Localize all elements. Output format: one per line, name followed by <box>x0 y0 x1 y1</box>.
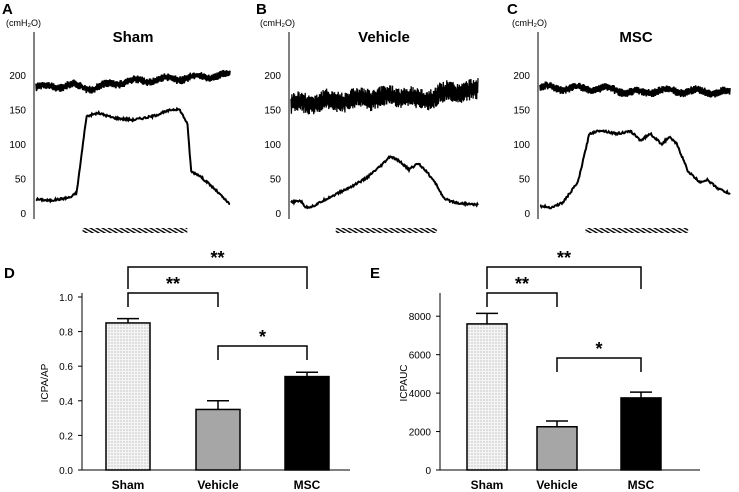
x-labels-d: Sham Vehicle MSC <box>112 478 321 492</box>
abp-trace-a <box>35 69 231 94</box>
y-tick-label: 50 <box>15 175 27 186</box>
panel-label-c: C <box>507 1 518 18</box>
y-ticks-c: 0 50 100 150 200 <box>513 71 530 220</box>
y-tick-label: 0.4 <box>59 397 73 408</box>
bar-vehicle <box>536 426 578 471</box>
y-tick-label: 8000 <box>409 312 432 323</box>
significance-label: ** <box>515 274 529 294</box>
y-tick-label: 200 <box>513 71 530 82</box>
y-ticks-a: 0 50 100 150 200 <box>9 71 26 220</box>
bar-sham <box>105 322 151 471</box>
y-tick-label: 2000 <box>409 428 432 439</box>
y-tick-label: 50 <box>270 175 282 186</box>
panel-c-trace: C (cmH₂O) MSC 0 50 100 150 200 <box>507 1 731 233</box>
y-tick-label: 0.2 <box>59 431 73 442</box>
y-tick-label: 1.0 <box>59 293 73 304</box>
bar-msc <box>284 375 330 471</box>
significance-label: ** <box>166 274 180 294</box>
bars-e <box>466 312 662 471</box>
y-tick-label: 100 <box>264 140 281 151</box>
stimulation-bar-c <box>585 228 689 233</box>
y-tick-label: 200 <box>9 71 26 82</box>
significance-label: ** <box>557 248 571 268</box>
significance-label: * <box>595 339 602 359</box>
x-labels-e: Sham Vehicle MSC <box>471 478 655 492</box>
y-tick-label: 0 <box>20 209 26 220</box>
x-tick-label: Vehicle <box>536 478 578 492</box>
y-tick-label: 150 <box>513 106 530 117</box>
y-tick-label: 100 <box>513 140 530 151</box>
y-axis-label-e: ICPAUC <box>399 364 410 401</box>
significance-bracket <box>127 266 308 289</box>
y-tick-label: 4000 <box>409 389 432 400</box>
x-tick-label: MSC <box>294 478 321 492</box>
x-tick-label: Sham <box>112 478 145 492</box>
bar-msc <box>620 397 662 471</box>
significance-e: ***** <box>486 248 642 372</box>
stimulation-bar-b <box>335 228 437 233</box>
y-tick-label: 0.6 <box>59 362 73 373</box>
y-tick-label: 0 <box>524 209 530 220</box>
bars-d <box>105 317 330 471</box>
significance-bracket <box>217 345 308 360</box>
panel-title-a: Sham <box>113 29 154 46</box>
unit-label-a: (cmH₂O) <box>6 18 41 28</box>
y-tick-label: 0.0 <box>59 466 73 477</box>
significance-bracket <box>556 357 642 372</box>
y-tick-label: 50 <box>519 175 531 186</box>
y-tick-label: 0.8 <box>59 328 73 339</box>
y-ticks-b: 0 50 100 150 200 <box>264 71 281 220</box>
abp-trace-c <box>539 81 731 98</box>
significance-bracket <box>127 292 219 307</box>
unit-label-b: (cmH₂O) <box>260 18 295 28</box>
y-tick-label: 0 <box>275 209 281 220</box>
panel-label-b: B <box>256 1 267 18</box>
icp-trace-c <box>539 129 731 210</box>
abp-trace-b <box>290 78 479 115</box>
panel-a-trace: A (cmH₂O) Sham 0 50 100 150 200 <box>2 1 231 233</box>
panel-label-d: D <box>4 265 15 282</box>
panel-title-c: MSC <box>619 29 653 46</box>
bar-sham <box>466 323 508 471</box>
significance-bracket <box>486 292 558 307</box>
panel-b-trace: B (cmH₂O) Vehicle 0 50 100 150 200 <box>256 1 479 233</box>
unit-label-c: (cmH₂O) <box>512 18 547 28</box>
stimulation-bar-a <box>82 228 188 233</box>
panel-label-a: A <box>2 1 13 18</box>
x-tick-label: MSC <box>628 478 655 492</box>
panel-label-e: E <box>370 265 380 282</box>
icp-trace-a <box>35 106 231 206</box>
icp-trace-b <box>290 155 479 210</box>
y-tick-label: 0 <box>425 466 431 477</box>
y-tick-label: 150 <box>9 106 26 117</box>
x-tick-label: Vehicle <box>197 478 239 492</box>
significance-bracket <box>486 266 642 289</box>
y-tick-label: 150 <box>264 106 281 117</box>
significance-label: * <box>259 327 266 347</box>
panel-d-bar-chart: D ICPA/AP 0.00.20.40.60.81.0 ***** Sham V… <box>4 248 350 492</box>
significance-d: ***** <box>127 248 308 360</box>
y-axis-label-d: ICPA/AP <box>40 363 51 402</box>
y-tick-label: 200 <box>264 71 281 82</box>
y-tick-label: 100 <box>9 140 26 151</box>
x-tick-label: Sham <box>471 478 504 492</box>
significance-label: ** <box>210 248 224 268</box>
y-tick-label: 6000 <box>409 351 432 362</box>
panel-title-b: Vehicle <box>358 29 410 46</box>
bar-vehicle <box>195 408 241 471</box>
